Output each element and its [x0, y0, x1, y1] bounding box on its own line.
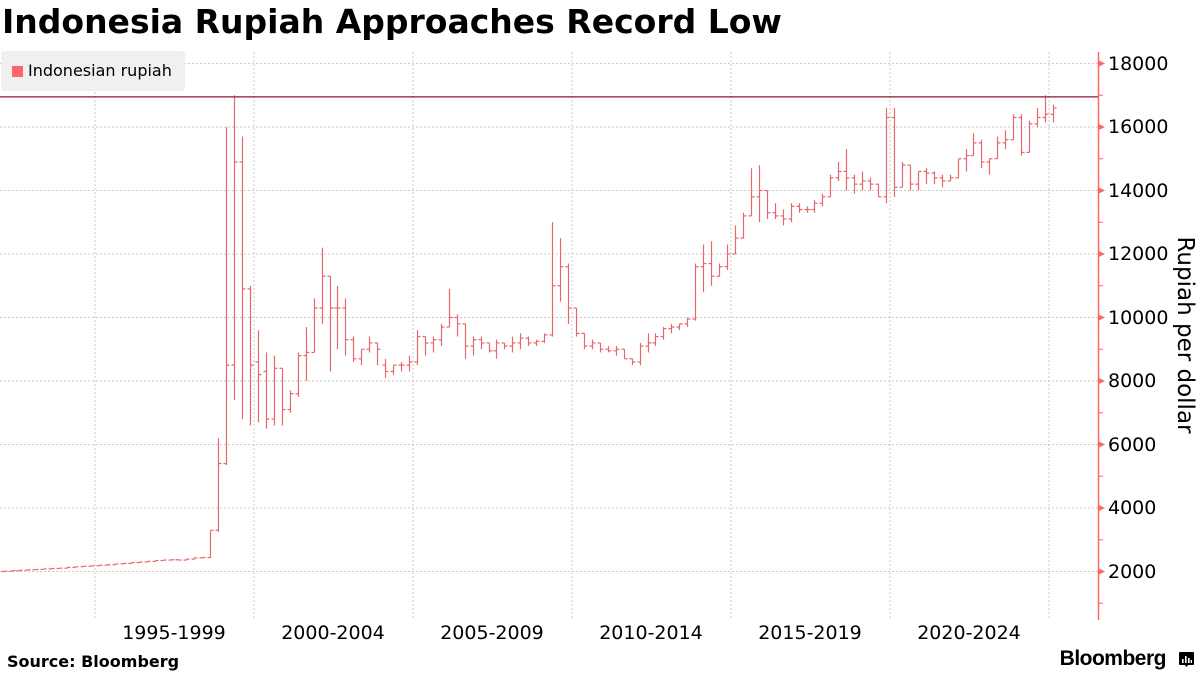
x-tick-label: 2010-2014 — [599, 622, 703, 644]
legend: Indonesian rupiah — [1, 51, 185, 91]
y-tick-label: 14000 — [1108, 179, 1169, 202]
gridlines — [0, 52, 1098, 620]
legend-swatch — [12, 66, 23, 77]
bloomberg-logo: Bloomberg — [1059, 647, 1167, 670]
x-tick-label: 2020-2024 — [917, 622, 1021, 644]
x-tick-label: 2005-2009 — [440, 622, 544, 644]
x-tick-label: 2000-2004 — [281, 622, 385, 644]
chart-title: Indonesia Rupiah Approaches Record Low — [2, 2, 782, 41]
y-axis — [1097, 52, 1105, 620]
y-tick-label: 2000 — [1108, 560, 1157, 583]
source-note: Source: Bloomberg — [7, 652, 180, 671]
y-tick-label: 18000 — [1108, 52, 1169, 75]
y-tick-label: 10000 — [1108, 306, 1169, 329]
y-tick-label: 6000 — [1108, 433, 1157, 456]
y-tick-label: 4000 — [1108, 497, 1157, 519]
x-tick-label: 2015-2019 — [758, 622, 862, 644]
x-tick-label: 1995-1999 — [122, 622, 226, 644]
bloomberg-chart-icon — [1179, 652, 1194, 667]
y-tick-label: 12000 — [1108, 243, 1169, 265]
y-tick-label: 8000 — [1108, 370, 1157, 392]
legend-label: Indonesian rupiah — [28, 61, 172, 80]
y-tick-label: 16000 — [1108, 116, 1169, 138]
y-axis-title: Rupiah per dollar — [1172, 236, 1198, 434]
ohlc-series — [1, 95, 1057, 573]
